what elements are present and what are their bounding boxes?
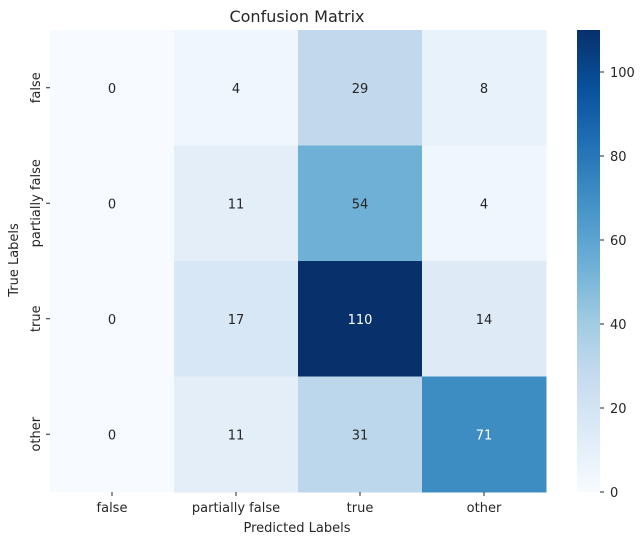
colorbar-tick-label: 100 — [610, 66, 635, 81]
cell-value-label: 0 — [108, 313, 116, 328]
heatmap-cell — [174, 261, 299, 377]
heatmap-cell — [50, 376, 175, 493]
heatmap-cell-labels: 0 4 29 8 0 11 54 4 0 17 110 14 0 11 31 71 — [108, 82, 492, 444]
cell-value-label: 71 — [476, 428, 493, 443]
cell-value-label: 11 — [228, 428, 245, 443]
colorbar-tick-label: 40 — [610, 318, 627, 333]
heatmap-cell — [422, 261, 547, 377]
cell-value-label: 17 — [228, 313, 245, 328]
chart-title: Confusion Matrix — [229, 7, 364, 26]
y-tick-label: partially false — [29, 159, 44, 247]
heatmap-cell — [174, 145, 299, 262]
colorbar-ticks: 0 20 40 60 80 100 — [600, 66, 635, 501]
x-tick-label: false — [97, 501, 128, 516]
y-tick-label: other — [29, 416, 44, 451]
cell-value-label: 110 — [348, 313, 373, 328]
heatmap-cell — [298, 145, 423, 262]
y-tick-label: false — [29, 72, 44, 103]
cell-value-label: 0 — [108, 197, 116, 212]
heatmap-cell — [422, 30, 547, 146]
heatmap-cell — [174, 376, 299, 493]
heatmap-cell — [422, 376, 547, 493]
y-axis-label: True Labels — [7, 223, 22, 298]
heatmap-cell — [174, 30, 299, 146]
heatmap-cell — [422, 145, 547, 262]
heatmap-cells — [50, 30, 547, 493]
cell-value-label: 0 — [108, 82, 116, 97]
heatmap-cell — [50, 30, 175, 146]
cell-value-label: 29 — [352, 82, 369, 97]
cell-value-label: 14 — [476, 313, 493, 328]
y-axis-ticks: false partially false true other — [29, 72, 50, 452]
colorbar-tick-label: 20 — [610, 402, 627, 417]
cell-value-label: 31 — [352, 428, 369, 443]
heatmap-cell — [298, 376, 423, 493]
heatmap-cell — [298, 261, 423, 377]
heatmap-cell — [50, 145, 175, 262]
cell-value-label: 8 — [480, 82, 488, 97]
x-tick-label: partially false — [192, 501, 280, 516]
colorbar-tick-label: 60 — [610, 234, 627, 249]
y-tick-label: true — [29, 305, 44, 332]
heatmap-cell — [298, 30, 423, 146]
cell-value-label: 0 — [108, 428, 116, 443]
x-tick-label: other — [467, 501, 502, 516]
heatmap-cell — [50, 261, 175, 377]
cell-value-label: 4 — [232, 82, 240, 97]
colorbar-tick-label: 0 — [610, 486, 618, 501]
cell-value-label: 11 — [228, 197, 245, 212]
x-axis-ticks: false partially false true other — [97, 492, 502, 516]
x-tick-label: true — [347, 501, 374, 516]
cell-value-label: 4 — [480, 197, 488, 212]
x-axis-label: Predicted Labels — [243, 521, 350, 536]
cell-value-label: 54 — [352, 197, 369, 212]
colorbar — [577, 30, 600, 492]
colorbar-tick-label: 80 — [610, 150, 627, 165]
